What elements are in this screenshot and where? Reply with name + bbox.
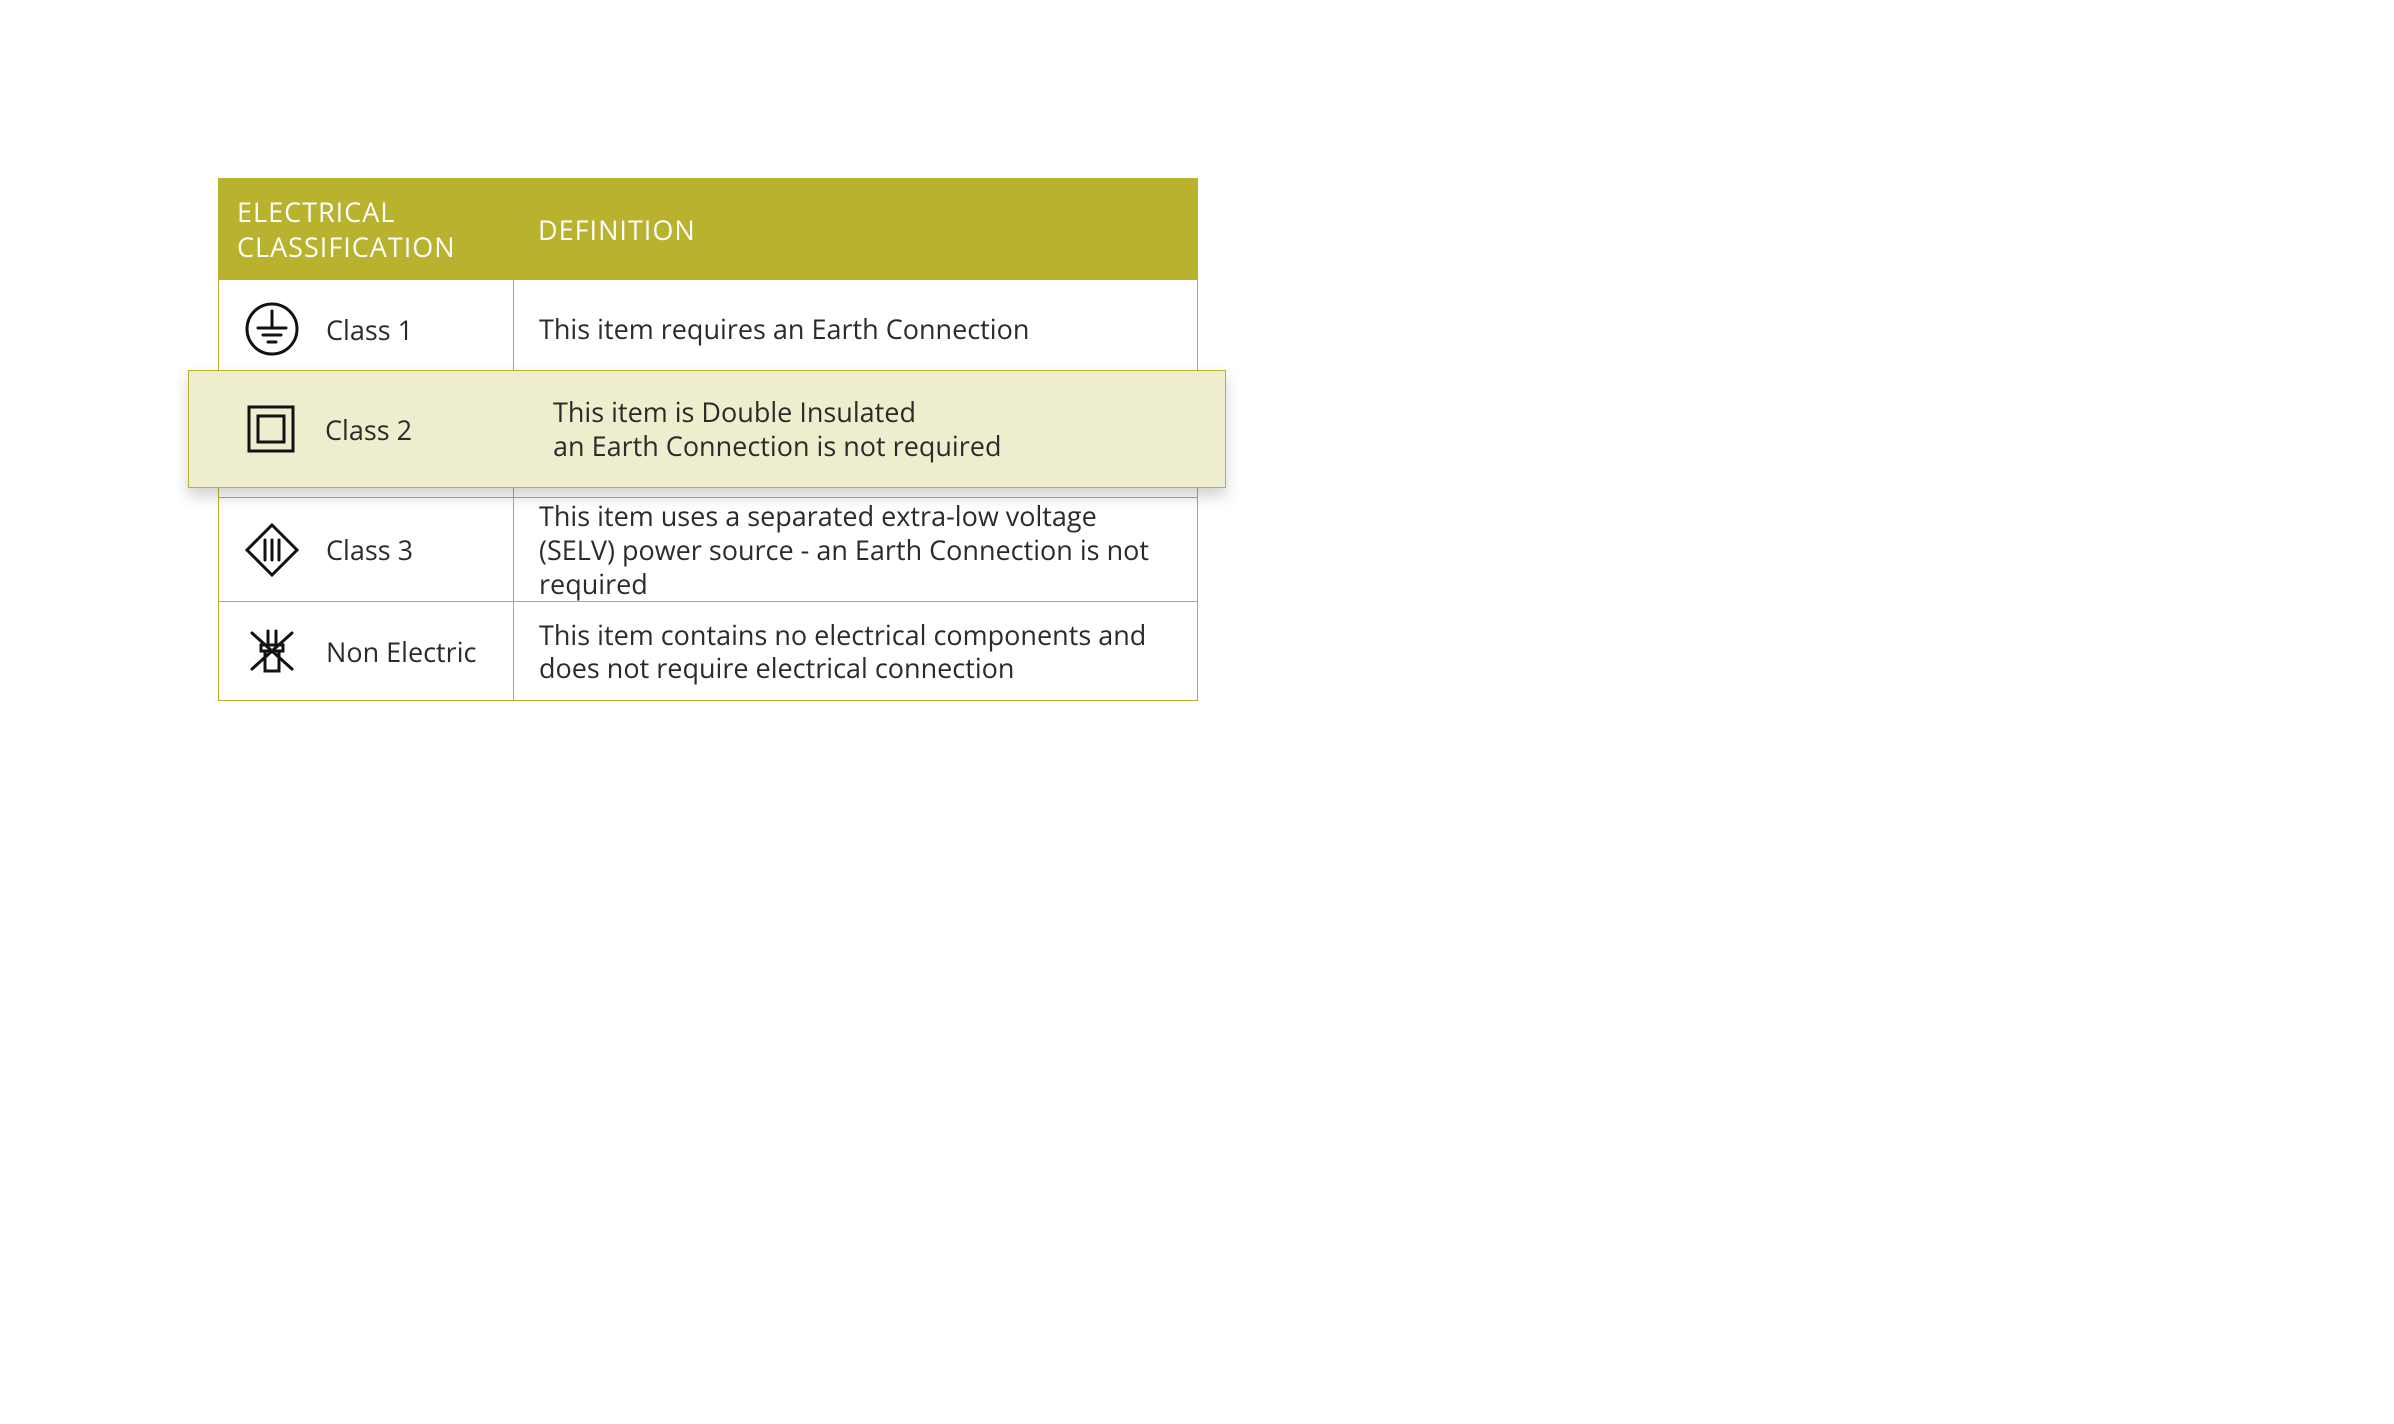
definition-cell: This item contains no electrical compone… bbox=[514, 602, 1198, 701]
highlighted-classification-cell: Class 2 bbox=[189, 371, 529, 487]
class-label: Non Electric bbox=[326, 633, 476, 670]
table-row: Class 1 This item requires an Earth Conne… bbox=[219, 280, 1198, 379]
definition-text: This item uses a separated extra-low vol… bbox=[515, 499, 1196, 600]
definition-cell: This item uses a separated extra-low vol… bbox=[514, 498, 1198, 602]
class-label: Class 3 bbox=[326, 531, 413, 568]
class-label: Class 2 bbox=[325, 411, 412, 448]
definition-text: This item is Double Insulatedan Earth Co… bbox=[529, 395, 1025, 463]
column-header-text: ELECTRICAL CLASSIFICATION bbox=[237, 193, 456, 265]
classification-cell: Non Electric bbox=[219, 602, 514, 701]
highlighted-definition-cell: This item is Double Insulatedan Earth Co… bbox=[529, 371, 1225, 487]
highlighted-row-overlay: Class 2 This item is Double Insulatedan … bbox=[188, 370, 1224, 486]
class-label: Class 1 bbox=[326, 311, 413, 348]
classification-cell: Class 3 bbox=[219, 498, 514, 602]
column-header-classification: ELECTRICAL CLASSIFICATION bbox=[219, 179, 514, 280]
column-header-text: DEFINITION bbox=[538, 211, 696, 248]
no-plug-icon bbox=[242, 621, 302, 681]
table-row: Class 3 This item uses a separated extra-… bbox=[219, 498, 1198, 602]
definition-text: This item contains no electrical compone… bbox=[515, 618, 1196, 686]
highlighted-row: Class 2 This item is Double Insulatedan … bbox=[188, 370, 1226, 488]
definition-cell: This item requires an Earth Connection bbox=[514, 280, 1198, 379]
definition-text: This item requires an Earth Connection bbox=[515, 312, 1196, 346]
earth-icon bbox=[242, 299, 302, 359]
table-row: Non Electric This item contains no electr… bbox=[219, 602, 1198, 701]
table-header-row: ELECTRICAL CLASSIFICATION DEFINITION bbox=[219, 179, 1198, 280]
class-cell: Class 2 bbox=[219, 399, 412, 459]
double-square-icon bbox=[241, 399, 301, 459]
column-header-definition: DEFINITION bbox=[514, 179, 1198, 280]
canvas: ELECTRICAL CLASSIFICATION DEFINITION Cla… bbox=[0, 0, 2394, 1424]
diamond-bars-icon bbox=[242, 520, 302, 580]
classification-cell: Class 1 bbox=[219, 280, 514, 379]
